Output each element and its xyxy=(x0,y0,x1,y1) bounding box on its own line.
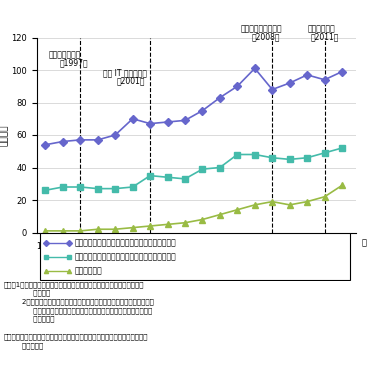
国内に立地している企業（うち、海外進出企業） xyxy=(235,84,240,88)
国内に立地している企業（うち、その他の企業） xyxy=(166,175,170,180)
国内に立地している企業（うち、その他の企業） xyxy=(340,146,344,150)
海外現地法人 xyxy=(322,195,327,199)
国内に立地している企業（うち、海外進出企業） xyxy=(113,133,117,137)
海外現地法人 xyxy=(340,183,344,188)
海外現地法人 xyxy=(183,220,187,225)
海外現地法人 xyxy=(252,202,257,207)
海外現地法人 xyxy=(287,202,292,207)
国内に立地している企業（うち、海外進出企業） xyxy=(43,142,48,147)
国内に立地している企業（うち、その他の企業） xyxy=(148,173,152,178)
Text: 東日本大震災: 東日本大震災 xyxy=(307,24,335,33)
Text: 国内に立地している企業（うち、海外進出企業）: 国内に立地している企業（うち、海外進出企業） xyxy=(75,239,177,248)
国内に立地している企業（うち、その他の企業） xyxy=(322,151,327,155)
国内に立地している企業（うち、その他の企業） xyxy=(218,165,222,170)
国内に立地している企業（うち、その他の企業） xyxy=(183,177,187,181)
国内に立地している企業（うち、海外進出企業） xyxy=(252,66,257,70)
国内に立地している企業（うち、海外進出企業） xyxy=(166,120,170,124)
国内に立地している企業（うち、海外進出企業） xyxy=(78,138,83,142)
国内に立地している企業（うち、海外進出企業） xyxy=(305,73,309,77)
海外現地法人 xyxy=(95,227,100,231)
海外現地法人 xyxy=(78,229,83,233)
海外現地法人 xyxy=(113,227,117,231)
海外現地法人 xyxy=(235,207,240,212)
国内に立地している企業（うち、その他の企業） xyxy=(113,186,117,191)
国内に立地している企業（うち、その他の企業） xyxy=(95,186,100,191)
国内に立地している企業（うち、その他の企業） xyxy=(287,157,292,162)
Text: 資料：経済産業省「企業活動基本調査」「海外事業活動基本調査」の個票か
        ら再集計。: 資料：経済産業省「企業活動基本調査」「海外事業活動基本調査」の個票か ら再集計。 xyxy=(4,334,148,349)
Text: 国内に立地している企業（うち、その他の企業）: 国内に立地している企業（うち、その他の企業） xyxy=(75,252,177,261)
国内に立地している企業（うち、海外進出企業） xyxy=(270,87,275,92)
Text: （2008）: （2008） xyxy=(251,33,280,42)
国内に立地している企業（うち、海外進出企業） xyxy=(200,108,205,113)
Line: 海外現地法人: 海外現地法人 xyxy=(43,183,345,234)
Text: （年度）: （年度） xyxy=(361,238,367,248)
Text: （2001）: （2001） xyxy=(117,76,145,86)
国内に立地している企業（うち、その他の企業） xyxy=(130,185,135,189)
国内に立地している企業（うち、海外進出企業） xyxy=(130,117,135,121)
国内に立地している企業（うち、その他の企業） xyxy=(78,185,83,189)
国内に立地している企業（うち、海外進出企業） xyxy=(322,78,327,82)
国内に立地している企業（うち、その他の企業） xyxy=(43,188,48,192)
国内に立地している企業（うち、その他の企業） xyxy=(61,185,65,189)
国内に立地している企業（うち、海外進出企業） xyxy=(340,69,344,74)
国内に立地している企業（うち、その他の企業） xyxy=(305,156,309,160)
Y-axis label: （兆円）: （兆円） xyxy=(0,124,8,146)
Text: （1997）: （1997） xyxy=(59,58,88,68)
国内に立地している企業（うち、海外進出企業） xyxy=(148,122,152,126)
Text: 海外現地法人: 海外現地法人 xyxy=(75,266,103,275)
国内に立地している企業（うち、海外進出企業） xyxy=(61,139,65,144)
海外現地法人 xyxy=(218,212,222,217)
Text: 米国 IT バブル崩壊: 米国 IT バブル崩壊 xyxy=(103,68,147,77)
海外現地法人 xyxy=(166,222,170,226)
Text: リーマン・ショック: リーマン・ショック xyxy=(241,24,283,33)
Text: アジア通貨危機: アジア通貨危機 xyxy=(49,51,81,60)
Text: （2011）: （2011） xyxy=(310,33,339,42)
Line: 国内に立地している企業（うち、海外進出企業）: 国内に立地している企業（うち、海外進出企業） xyxy=(43,66,345,147)
国内に立地している企業（うち、海外進出企業） xyxy=(218,95,222,100)
海外現地法人 xyxy=(148,224,152,228)
国内に立地している企業（うち、海外進出企業） xyxy=(95,138,100,142)
海外現地法人 xyxy=(200,217,205,222)
Text: 備考：1．ここで海外進出企業は、当該年度に海外現地法人を有する企業
             とした。
        2．統計の制約から、国内に立地する企業は: 備考：1．ここで海外進出企業は、当該年度に海外現地法人を有する企業 とした。 2… xyxy=(4,281,153,322)
国内に立地している企業（うち、その他の企業） xyxy=(200,167,205,171)
Line: 国内に立地している企業（うち、その他の企業）: 国内に立地している企業（うち、その他の企業） xyxy=(43,145,345,193)
国内に立地している企業（うち、その他の企業） xyxy=(270,156,275,160)
海外現地法人 xyxy=(305,200,309,204)
海外現地法人 xyxy=(130,225,135,230)
国内に立地している企業（うち、海外進出企業） xyxy=(183,118,187,123)
国内に立地している企業（うち、その他の企業） xyxy=(252,152,257,157)
海外現地法人 xyxy=(43,229,48,233)
FancyBboxPatch shape xyxy=(40,234,350,280)
国内に立地している企業（うち、海外進出企業） xyxy=(287,81,292,85)
海外現地法人 xyxy=(270,200,275,204)
海外現地法人 xyxy=(61,229,65,233)
国内に立地している企業（うち、その他の企業） xyxy=(235,152,240,157)
